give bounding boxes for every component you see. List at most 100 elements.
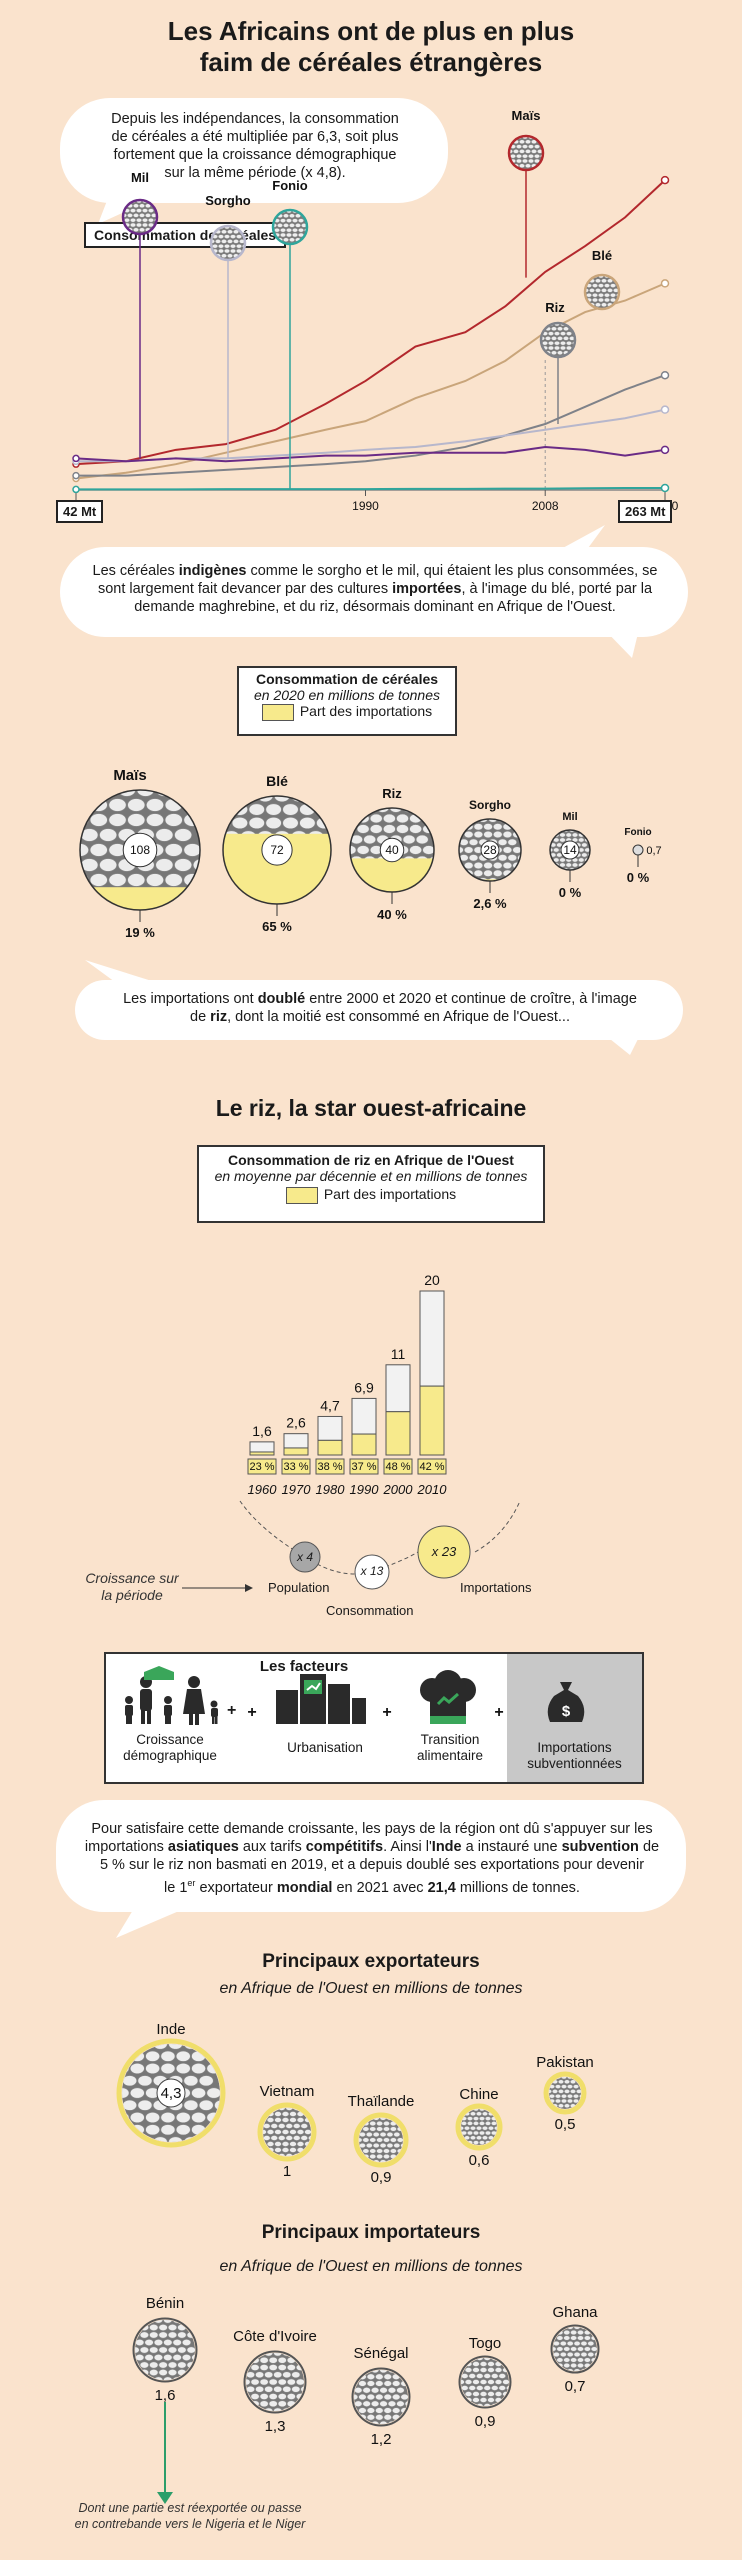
value-badge [560,840,580,860]
population-label: Population [268,1580,330,1595]
family-icon [125,1676,218,1725]
series-label: Fonio [272,178,307,193]
value-badge [379,837,405,863]
import-swatch [261,703,294,721]
bar-imported [249,1451,275,1456]
bar-value: 20 [424,1272,440,1288]
rice-ring [351,2367,411,2427]
grain-disc-5 [542,324,574,356]
bubble4-text: Pour satisfaire cette demande croissante… [84,1821,660,1896]
cereal-label: Fonio [624,827,651,838]
pct-box [383,1458,413,1475]
country-value: 0,7 [565,2378,586,2395]
imports-circle [417,1525,471,1579]
country-label: Chine [459,2086,498,2103]
pct-box [315,1458,345,1475]
exporters-subtitle: en Afrique de l'Ouest en millions de ton… [219,1980,523,1997]
country-label: Côte d'Ivoire [233,2328,317,2345]
bar-imported [317,1439,343,1456]
cereal-value: 28 [483,843,497,857]
country-value: 1,3 [265,2418,286,2435]
series-end-point [660,279,670,288]
rice-disc-2 [354,2370,408,2424]
factor-subsidized-imports: Importations subventionnées [527,1740,622,1771]
cereal-label: Maïs [113,767,146,784]
country-label: Inde [156,2021,185,2038]
rice-ring [458,2355,512,2409]
grain-disc-ring [121,198,159,236]
bar-imported [283,1447,309,1456]
bar-category: 1960 [248,1482,278,1497]
country-value: 0,5 [555,2116,576,2133]
main-title: Les Africains ont de plus en plus faim d… [167,16,575,77]
rice-disc-3 [461,2358,509,2406]
import-share-fill [80,887,200,910]
rice-ring [353,2112,409,2168]
x-tick-label: 1990 [352,499,379,513]
bubble3-shape [75,960,683,1055]
rice-ring [550,2324,600,2374]
x-tick-label: 2008 [532,499,559,513]
bar-domestic [351,1397,377,1435]
series-start-point [72,485,80,494]
country-value: 0,6 [469,2152,490,2169]
value-badge [261,834,293,866]
country-label: Togo [469,2335,502,2352]
footnote: Dont une partie est réexportée ou passe … [74,2501,306,2531]
country-label: Pakistan [536,2054,594,2071]
rice-ring [116,2038,226,2148]
exporters-title: Principaux exportateurs [262,1951,480,1972]
bar-pct: 33 % [283,1461,308,1473]
country-label: Bénin [146,2295,184,2312]
cereal-label: Sorgho [469,798,511,812]
import-pct: 40 % [377,907,407,922]
bar-category: 1980 [316,1482,346,1497]
cereal-circles-chart: 108 Maïs 19 % 72 Blé 65 % 40 Riz 40 % 28 Sorgho 2,6… [79,767,662,940]
rice-ring [543,2071,587,2115]
bar-imported [419,1385,445,1456]
country-value: 4,3 [161,2085,182,2102]
bar-value: 11 [391,1346,406,1362]
series-start-point [72,454,80,463]
country-label: Vietnam [260,2083,315,2100]
rice-ring [257,2102,317,2162]
city-icon [276,1674,366,1724]
series-label: Maïs [512,108,541,123]
consumption-mult: x 13 [360,1564,384,1578]
series-line-2 [76,374,666,477]
population-mult: x 4 [296,1550,313,1564]
plus-sign: + [227,1702,237,1719]
bar-pct: 42 % [419,1461,444,1473]
series-line-1 [75,282,666,480]
cereal-label: Blé [266,773,288,789]
import-pct: 19 % [125,925,155,940]
rice-ring [243,2350,307,2414]
bar-category: 1990 [350,1482,380,1497]
importers-chart: Bénin 1,6 Côte d'Ivoire 1,3 Sénégal 1,2 Togo 0,… [132,2295,600,2504]
imports-mult: x 23 [431,1544,457,1559]
series-line-0 [75,179,666,466]
growth-diagram [182,1500,521,1592]
bubble2-shape [60,525,688,658]
bar-category: 2000 [383,1482,414,1497]
svg-text:+: + [247,1704,256,1721]
pct-box [281,1458,311,1475]
series-label: Riz [545,300,565,315]
cereal-value: 40 [385,843,399,857]
value-badge [122,832,158,868]
reexport-arrow-head [157,2492,173,2504]
import-share-fill [350,858,434,892]
country-label: Ghana [552,2304,598,2321]
bubble4-shape [56,1800,686,1938]
pct-box [349,1458,379,1475]
bar-value: 1,6 [252,1423,272,1439]
intro-text: Depuis les indépendances, la consommatio… [111,111,399,181]
bar-value: 6,9 [354,1379,374,1395]
factor-demographic: Croissance démographique [123,1732,217,1763]
cereal-label: Riz [382,786,402,801]
series-end-point [660,175,670,185]
section2-title: Le riz, la star ouest-africaine [215,1095,527,1121]
import-pct: 0 % [627,870,650,885]
import-pct: 2,6 % [473,896,507,911]
cereal-value: 72 [270,843,284,857]
